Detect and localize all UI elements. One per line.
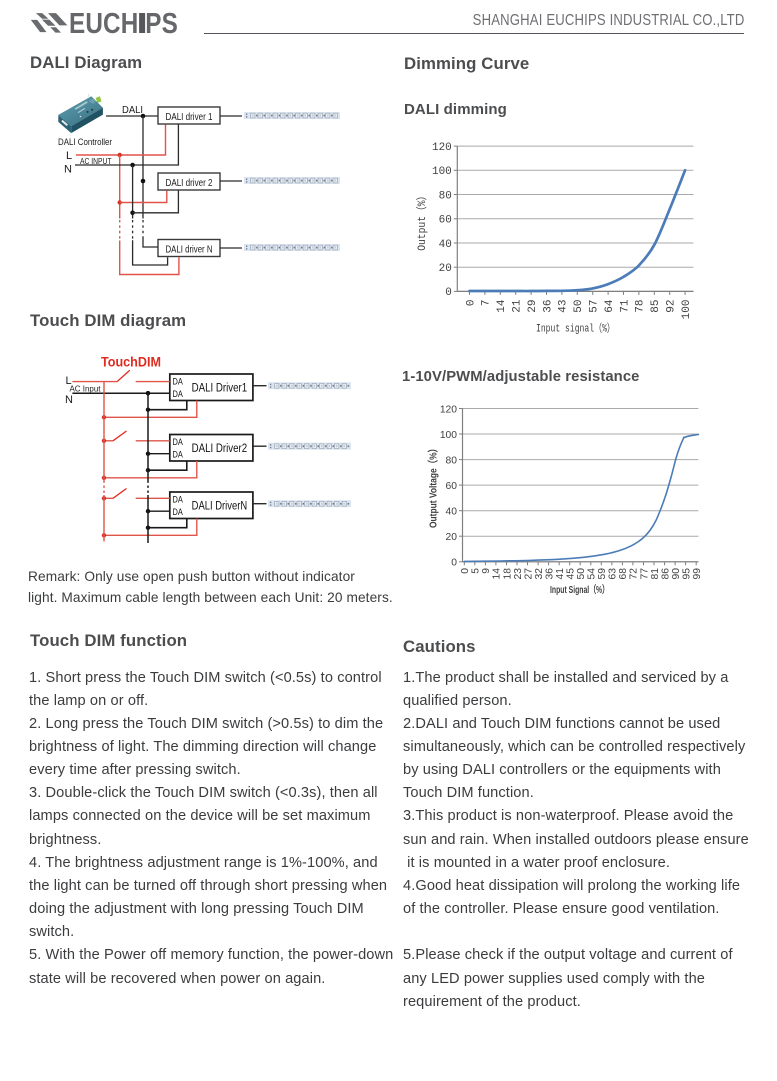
svg-text:DALI driver N: DALI driver N <box>166 245 213 256</box>
svg-text:72: 72 <box>629 568 640 580</box>
svg-text:14: 14 <box>492 568 503 580</box>
svg-text:63: 63 <box>608 568 619 580</box>
svg-text:DALI Driver1: DALI Driver1 <box>192 381 248 395</box>
svg-text:81: 81 <box>650 568 661 580</box>
svg-text:DALI Controller: DALI Controller <box>58 137 112 148</box>
svg-text:45: 45 <box>566 568 577 580</box>
svg-text:85: 85 <box>650 300 662 313</box>
svg-text:32: 32 <box>534 568 545 580</box>
svg-text:100: 100 <box>681 300 693 320</box>
svg-text:50: 50 <box>576 568 587 580</box>
svg-text:DA: DA <box>173 377 183 387</box>
svg-text:86: 86 <box>660 568 671 580</box>
svg-text:21: 21 <box>512 299 524 313</box>
svg-text:100: 100 <box>440 430 457 441</box>
svg-text:DALI DriverN: DALI DriverN <box>192 499 248 513</box>
svg-text:Output Voltage（%）: Output Voltage（%） <box>427 444 440 528</box>
svg-text:14: 14 <box>496 299 508 313</box>
svg-text:DA: DA <box>173 507 183 517</box>
svg-text:DA: DA <box>173 437 183 447</box>
svg-text:0: 0 <box>451 558 457 569</box>
svg-text:100: 100 <box>432 166 452 178</box>
svg-text:80: 80 <box>446 455 458 466</box>
svg-text:DALI driver 2: DALI driver 2 <box>166 178 213 189</box>
svg-text:92: 92 <box>666 300 678 313</box>
svg-text:DA: DA <box>173 450 183 460</box>
svg-text:0: 0 <box>460 568 471 574</box>
svg-text:20: 20 <box>439 263 452 275</box>
svg-text:L: L <box>66 375 72 387</box>
svg-text:AC INPUT: AC INPUT <box>80 157 112 166</box>
svg-text:60: 60 <box>439 215 452 227</box>
svg-text:DALI Driver2: DALI Driver2 <box>192 441 248 455</box>
svg-text:77: 77 <box>639 568 650 580</box>
svg-text:9: 9 <box>481 568 492 574</box>
svg-text:DA: DA <box>173 495 183 505</box>
svg-text:68: 68 <box>618 568 629 580</box>
svg-text:60: 60 <box>446 481 458 492</box>
svg-text:DA: DA <box>173 389 183 399</box>
svg-text:36: 36 <box>542 300 554 313</box>
svg-text:29: 29 <box>527 300 539 313</box>
svg-text:71: 71 <box>619 299 631 313</box>
svg-text:23: 23 <box>513 568 524 580</box>
svg-text:120: 120 <box>432 142 452 154</box>
svg-text:41: 41 <box>555 568 566 580</box>
svg-text:TouchDIM: TouchDIM <box>101 355 161 370</box>
svg-text:DALI driver 1: DALI driver 1 <box>166 112 213 123</box>
svg-text:0: 0 <box>445 287 452 299</box>
svg-text:57: 57 <box>589 300 601 313</box>
svg-text:78: 78 <box>635 300 647 313</box>
svg-text:54: 54 <box>587 568 598 580</box>
svg-text:Input Signal（%）: Input Signal（%） <box>550 583 609 596</box>
svg-text:36: 36 <box>544 568 555 580</box>
svg-text:18: 18 <box>502 568 513 580</box>
svg-text:120: 120 <box>440 404 457 415</box>
svg-text:N: N <box>64 164 72 176</box>
svg-text:95: 95 <box>681 568 692 580</box>
svg-text:Input signal（%）: Input signal（%） <box>536 322 615 336</box>
svg-text:N: N <box>65 394 73 406</box>
svg-text:50: 50 <box>573 300 585 313</box>
svg-text:DALI: DALI <box>122 104 143 116</box>
svg-text:AC Input: AC Input <box>70 385 102 394</box>
svg-text:Output（%）: Output（%） <box>415 191 429 251</box>
svg-text:90: 90 <box>671 568 682 580</box>
svg-text:99: 99 <box>692 568 703 580</box>
svg-text:20: 20 <box>446 532 458 543</box>
svg-text:40: 40 <box>446 507 458 518</box>
svg-text:43: 43 <box>558 300 570 313</box>
svg-text:L: L <box>66 150 72 162</box>
svg-text:80: 80 <box>439 190 452 202</box>
svg-text:0: 0 <box>465 300 477 307</box>
svg-text:7: 7 <box>481 300 493 307</box>
svg-text:5: 5 <box>471 568 482 574</box>
svg-text:64: 64 <box>604 299 616 313</box>
svg-text:27: 27 <box>523 568 534 580</box>
svg-text:59: 59 <box>597 568 608 580</box>
svg-text:40: 40 <box>439 239 452 251</box>
